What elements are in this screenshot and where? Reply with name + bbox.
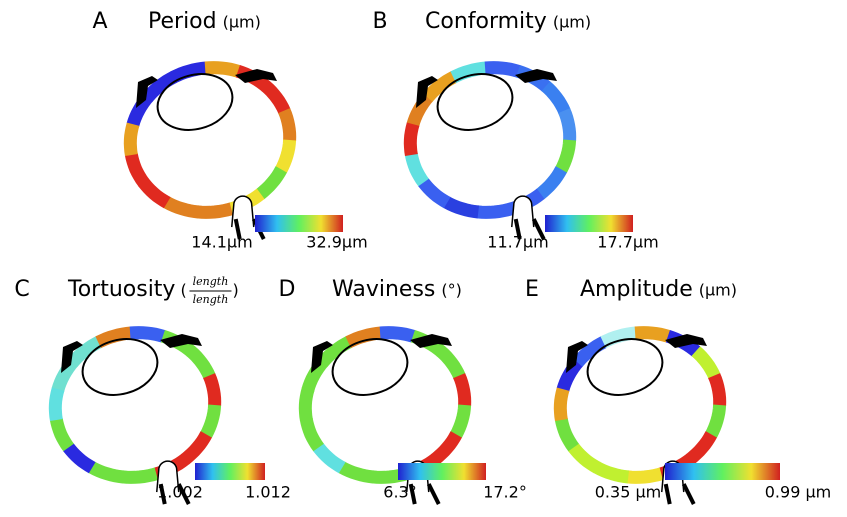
ring-segment	[423, 182, 447, 203]
ring-segment	[564, 111, 570, 141]
ring-segment	[411, 154, 423, 182]
ring-segment	[92, 467, 124, 477]
ring-segment	[206, 405, 215, 435]
ring-segment	[131, 154, 143, 182]
colorbar	[665, 463, 780, 480]
ring-segment	[546, 86, 565, 111]
unit-denominator: length	[193, 293, 229, 306]
panel-title: Waviness	[332, 277, 435, 302]
ring-segment	[284, 111, 290, 141]
leg	[684, 484, 694, 504]
ring-segment	[281, 140, 290, 170]
panel-letter: A	[92, 9, 107, 34]
ring-segment	[410, 124, 413, 155]
unit-close: )	[232, 281, 238, 300]
ring-segment	[185, 434, 206, 459]
panel: A Period (µm) 14.1µm 32.9µm	[92, 9, 367, 252]
ring-segment	[306, 419, 318, 447]
panel: C Tortuosity ( length length) 1.002 1.012	[14, 275, 291, 504]
ring-segment	[205, 68, 239, 72]
ring-segment	[68, 447, 92, 468]
ring-segment	[191, 351, 210, 376]
ring-segment	[597, 467, 629, 477]
ring-segment	[123, 474, 157, 478]
colorbar-max: 17.2°	[483, 483, 527, 502]
colorbar-min: 0.35 µm	[595, 483, 661, 502]
ring-segment	[690, 434, 711, 459]
ring-segment	[130, 124, 133, 155]
panel-letter: E	[525, 277, 539, 302]
colorbar-max: 1.012	[245, 483, 291, 502]
ring-segment	[540, 169, 561, 194]
ring-segment	[628, 474, 662, 478]
panel: E Amplitude (µm) 0.35 µm 0.99 µm	[525, 277, 831, 504]
ring-segment	[318, 447, 342, 468]
ring-segment	[456, 405, 465, 435]
colorbar	[545, 215, 633, 232]
colorbar-min: 14.1µm	[191, 233, 252, 252]
ring-segment	[55, 389, 58, 420]
colorbar-max: 0.99 µm	[765, 483, 831, 502]
ring-segment	[209, 376, 215, 406]
leg	[429, 484, 439, 504]
ring-segment	[696, 351, 715, 376]
ring-segment	[435, 434, 456, 459]
unit-numerator: length	[193, 275, 229, 288]
ring-segment	[485, 68, 518, 72]
unit-open: (	[180, 281, 186, 300]
colorbar-max: 17.7µm	[597, 233, 658, 252]
ring-segment	[56, 419, 68, 447]
ring-segment	[573, 447, 597, 468]
panel-unit: (µm)	[223, 13, 261, 32]
panel-letter: B	[372, 9, 387, 34]
panel: B Conformity (µm) 11.7µm 17.7µm	[372, 9, 658, 252]
ring-segment	[714, 376, 720, 406]
ring-segment	[561, 419, 573, 447]
ring-segment	[561, 140, 570, 170]
ring-segment	[130, 333, 164, 337]
ring-segment	[305, 389, 308, 420]
colorbar-min: 6.3°	[383, 483, 416, 502]
colorbar-min: 11.7µm	[487, 233, 548, 252]
panel: D Waviness (°) 6.3° 17.2°	[279, 277, 527, 504]
colorbar-max: 32.9µm	[306, 233, 367, 252]
panel-unit: (µm)	[699, 281, 737, 300]
panel-title: Amplitude	[580, 277, 693, 302]
ring-segment	[342, 467, 374, 477]
ring-segment	[447, 202, 479, 212]
panel-title: Conformity	[425, 9, 547, 34]
ring-segment	[266, 86, 285, 111]
panel-unit: (°)	[441, 281, 461, 300]
figure: A Period (µm) 14.1µm 32.9µm B Conformity (µm) 11…	[0, 0, 847, 517]
ring-segment	[167, 202, 199, 212]
ring-segment	[560, 389, 563, 420]
panel-letter: C	[14, 277, 29, 302]
panel-title: Tortuosity	[67, 277, 175, 302]
ring-segment	[711, 405, 720, 435]
ring-segment	[198, 209, 232, 213]
colorbar	[195, 463, 265, 480]
panel-letter: D	[279, 277, 296, 302]
ring-segment	[380, 333, 414, 337]
ring-segment	[478, 209, 512, 213]
colorbar-min: 1.002	[157, 483, 203, 502]
colorbar	[398, 463, 486, 480]
panel-unit: (µm)	[553, 13, 591, 32]
panel-title: Period	[148, 9, 217, 34]
ring-segment	[260, 169, 281, 194]
ring-segment	[441, 351, 460, 376]
ring-segment	[635, 333, 669, 337]
ring-segment	[143, 182, 167, 203]
colorbar	[255, 215, 343, 232]
ring-segment	[459, 376, 465, 406]
